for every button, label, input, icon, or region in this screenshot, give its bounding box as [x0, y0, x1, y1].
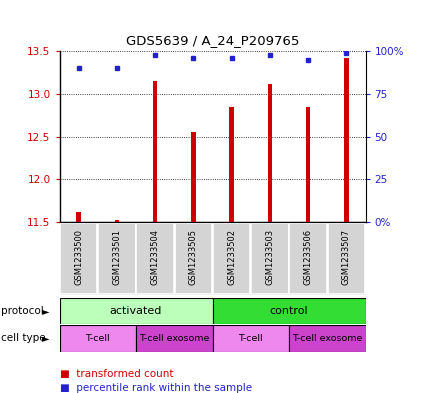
Text: GSM1233505: GSM1233505: [189, 229, 198, 285]
Bar: [175, 223, 212, 294]
Bar: [115, 220, 119, 222]
Bar: [212, 325, 289, 352]
Bar: [191, 132, 196, 222]
Bar: [328, 223, 365, 294]
Text: ■  percentile rank within the sample: ■ percentile rank within the sample: [60, 383, 252, 393]
Text: GSM1233503: GSM1233503: [265, 229, 275, 285]
Bar: [268, 84, 272, 222]
Bar: [136, 325, 212, 352]
Text: cell type: cell type: [1, 333, 46, 343]
Text: GSM1233506: GSM1233506: [303, 229, 313, 285]
Text: T-cell exosome: T-cell exosome: [292, 334, 363, 343]
Text: ■  transformed count: ■ transformed count: [60, 369, 173, 379]
Text: ►: ►: [42, 333, 50, 343]
Bar: [153, 81, 157, 222]
Text: GSM1233502: GSM1233502: [227, 229, 236, 285]
Bar: [136, 223, 174, 294]
Bar: [60, 223, 97, 294]
Bar: [213, 223, 250, 294]
Text: control: control: [270, 306, 308, 316]
Bar: [76, 212, 81, 222]
Text: protocol: protocol: [1, 306, 44, 316]
Bar: [251, 223, 289, 294]
Bar: [344, 58, 348, 222]
Bar: [230, 107, 234, 222]
Text: T-cell exosome: T-cell exosome: [139, 334, 210, 343]
Title: GDS5639 / A_24_P209765: GDS5639 / A_24_P209765: [126, 34, 299, 47]
Bar: [212, 298, 366, 324]
Text: ►: ►: [42, 306, 50, 316]
Bar: [289, 223, 327, 294]
Bar: [60, 325, 136, 352]
Bar: [60, 298, 212, 324]
Text: GSM1233501: GSM1233501: [112, 229, 122, 285]
Text: T-cell: T-cell: [85, 334, 110, 343]
Bar: [306, 107, 310, 222]
Text: GSM1233507: GSM1233507: [342, 229, 351, 285]
Bar: [98, 223, 136, 294]
Text: GSM1233504: GSM1233504: [150, 229, 160, 285]
Text: GSM1233500: GSM1233500: [74, 229, 83, 285]
Text: T-cell: T-cell: [238, 334, 263, 343]
Text: activated: activated: [110, 306, 162, 316]
Bar: [289, 325, 366, 352]
